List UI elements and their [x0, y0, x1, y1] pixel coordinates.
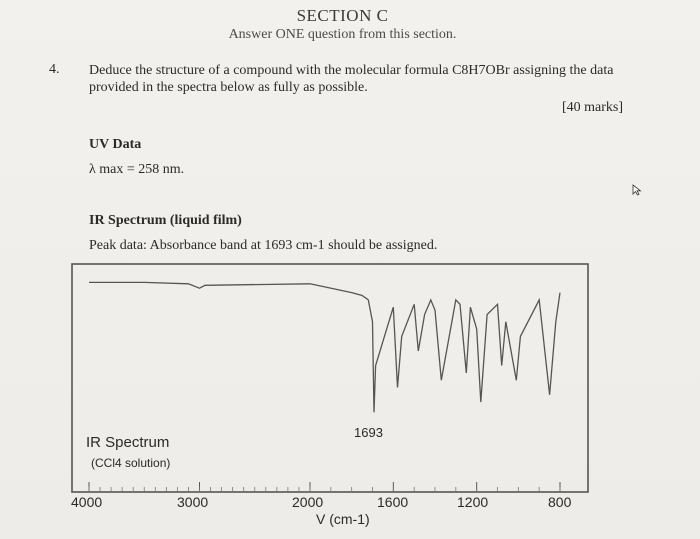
section-instruction: Answer ONE question from this section.	[228, 27, 457, 42]
spectrum-trace	[89, 281, 561, 413]
section-title: SECTION C	[296, 6, 389, 25]
mouse-cursor-icon	[632, 184, 642, 196]
spectrum-label: IR Spectrum	[86, 434, 170, 451]
spectrum-frame	[71, 263, 589, 493]
question-text: Deduce the structure of a compound with …	[89, 63, 614, 95]
question-number: 4.	[49, 62, 60, 77]
x-axis-label: V (cm-1)	[316, 511, 370, 527]
ir-heading: IR Spectrum (liquid film)	[89, 213, 242, 228]
ir-peak-data: Peak data: Absorbance band at 1693 cm-1 …	[89, 238, 438, 253]
x-tick-label: 1200	[457, 494, 489, 510]
x-axis-ticks	[88, 482, 561, 492]
question-marks: [40 marks]	[562, 100, 624, 115]
x-tick-label: 4000	[71, 494, 103, 510]
spectrum-sublabel: (CCl4 solution)	[91, 456, 171, 470]
x-tick-label: 1600	[377, 494, 409, 510]
peak-label: 1693	[354, 425, 383, 440]
uv-data-line: λ max = 258 nm.	[89, 162, 185, 177]
x-tick-label: 800	[548, 494, 572, 510]
x-tick-label: 2000	[292, 494, 324, 510]
uv-heading: UV Data	[89, 137, 142, 152]
x-tick-label: 3000	[177, 494, 209, 510]
